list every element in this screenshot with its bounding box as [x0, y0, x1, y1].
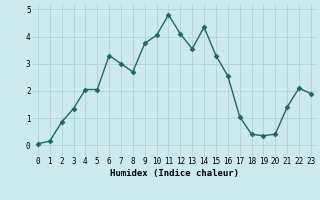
- X-axis label: Humidex (Indice chaleur): Humidex (Indice chaleur): [110, 169, 239, 178]
